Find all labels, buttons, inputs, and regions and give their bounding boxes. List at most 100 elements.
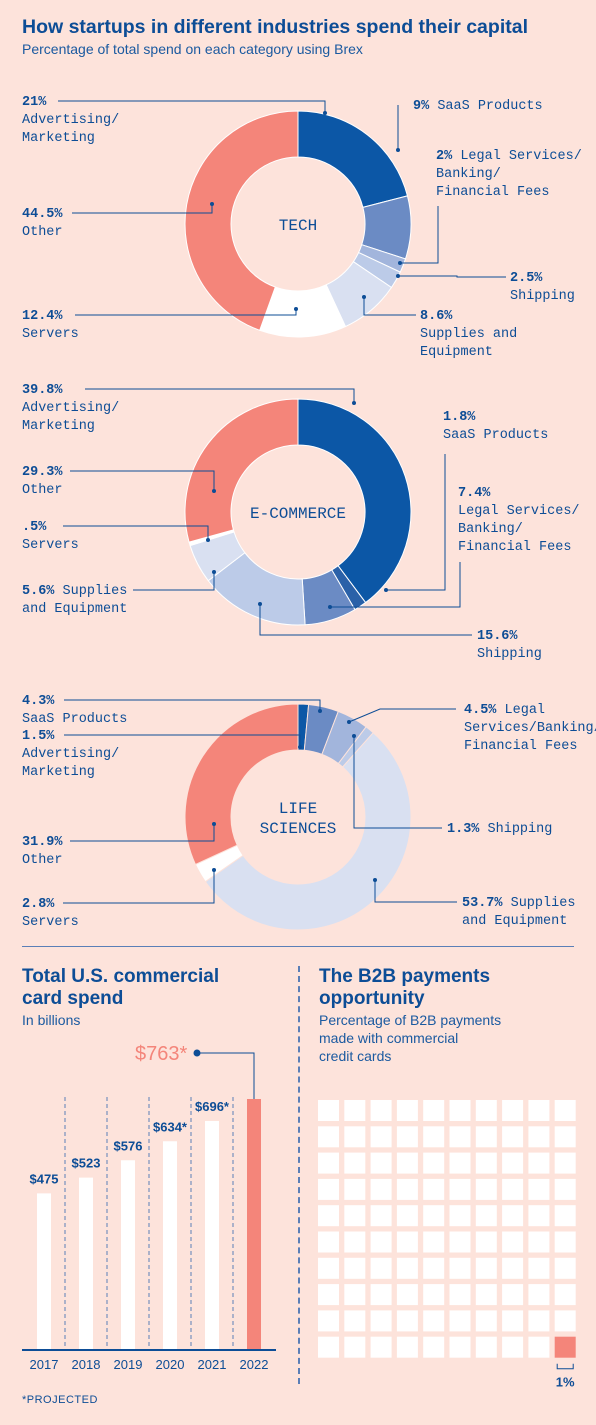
- slice-name: Marketing: [22, 765, 95, 780]
- slice-name: Legal Services/: [458, 504, 580, 519]
- page-title: How startups in different industries spe…: [22, 16, 528, 38]
- slice-other: [184, 703, 299, 866]
- waffle-cell: [396, 1257, 418, 1279]
- waffle-cell: [475, 1231, 497, 1253]
- slice-name: Legal Services/: [460, 149, 582, 164]
- slice-name: Shipping: [477, 647, 542, 662]
- highlighted-cell: [554, 1336, 576, 1358]
- slice-name: SaaS Products: [437, 99, 542, 114]
- slice-name: Shipping: [510, 289, 575, 304]
- slice-pct: 1.8%: [443, 410, 484, 425]
- slice-label: 2.8% Servers: [22, 897, 79, 930]
- slice-pct: 12.4%: [22, 309, 71, 324]
- slice-label: 8.6% Supplies and Equipment: [420, 309, 517, 360]
- slice-label: 39.8% Advertising/Marketing: [22, 383, 119, 434]
- waffle-cell: [396, 1126, 418, 1148]
- slice-name: Other: [22, 225, 63, 240]
- value-label: $634*: [153, 1119, 188, 1134]
- leader-line: [330, 562, 461, 608]
- waffle-cell: [502, 1284, 524, 1306]
- slice-label: 2.5% Shipping: [510, 271, 575, 304]
- waffle-cell: [344, 1178, 366, 1200]
- waffle-cell: [370, 1205, 392, 1227]
- slice-name: Servers: [22, 538, 79, 553]
- waffle-cell: [528, 1205, 550, 1227]
- waffle-cell: [528, 1284, 550, 1306]
- slice-name: Services/Banking/: [464, 721, 596, 736]
- slice-label: 1.5% Advertising/Marketing: [22, 729, 119, 780]
- leader-line: [58, 100, 326, 113]
- waffle-cell: [318, 1257, 339, 1279]
- waffle-cell: [528, 1336, 550, 1358]
- slice-name: Financial Fees: [464, 739, 577, 754]
- waffle-cell: [344, 1126, 366, 1148]
- waffle-cell: [396, 1178, 418, 1200]
- waffle-cell: [318, 1336, 339, 1358]
- waffle-cell: [475, 1310, 497, 1332]
- waffle-cell: [423, 1100, 445, 1121]
- card-spend-bar-chart: 2017 $475 2018 $523 2019 $576 2020 $634* 2021 $69…: [22, 1043, 276, 1372]
- waffle-cell: [449, 1336, 471, 1358]
- leader-line: [63, 525, 209, 540]
- slice-name: Other: [22, 853, 63, 868]
- section-divider: [22, 946, 574, 947]
- slice-pct: 2.5%: [510, 271, 551, 286]
- leader-line: [386, 454, 446, 591]
- highlight-bracket: [556, 1363, 574, 1370]
- leader-dot: [212, 570, 216, 574]
- waffle-cell: [475, 1178, 497, 1200]
- waffle-cell: [370, 1310, 392, 1332]
- value-label: $763*: [135, 1043, 187, 1065]
- waffle-cell: [475, 1126, 497, 1148]
- slice-supplies-and-equipment: [204, 732, 412, 931]
- waffle-cell: [318, 1310, 339, 1332]
- donut-charts: TECH 21% Advertising/Marketing 9% SaaS Pro…: [22, 95, 596, 931]
- waffle-cell: [449, 1231, 471, 1253]
- projected-footnote: *PROJECTED: [22, 1394, 98, 1406]
- waffle-cell: [449, 1310, 471, 1332]
- leader-line: [85, 388, 355, 403]
- waffle-cell: [502, 1126, 524, 1148]
- slice-pct: 1.3%: [447, 822, 488, 837]
- leader-dot: [212, 868, 216, 872]
- slice-name: Marketing: [22, 419, 95, 434]
- value-label: $576: [114, 1138, 143, 1153]
- slice-other: [184, 110, 299, 331]
- bar-2018: [79, 1177, 93, 1349]
- slice-name: Other: [22, 483, 63, 498]
- b2b-subtitle: Percentage of B2B payments made with com…: [319, 1012, 502, 1064]
- tick-label: 2022: [240, 1357, 269, 1372]
- waffle-cell: [502, 1205, 524, 1227]
- waffle-cell: [318, 1126, 339, 1148]
- waffle-cell: [554, 1126, 576, 1148]
- waffle-cell: [423, 1231, 445, 1253]
- waffle-cell: [344, 1205, 366, 1227]
- waffle-cell: [344, 1100, 366, 1121]
- waffle-cell: [475, 1152, 497, 1174]
- leader-dot: [347, 720, 351, 724]
- waffle-cell: [475, 1336, 497, 1358]
- slice-label: 4.3% SaaS Products: [22, 694, 127, 727]
- slice-pct: 2%: [436, 149, 460, 164]
- leader-line: [64, 699, 321, 711]
- leader-line: [63, 870, 215, 904]
- slice-name: Banking/: [458, 522, 523, 537]
- leader-dot: [210, 202, 214, 206]
- waffle-cell: [502, 1310, 524, 1332]
- waffle-cell: [554, 1257, 576, 1279]
- waffle-cell: [370, 1284, 392, 1306]
- waffle-cell: [344, 1284, 366, 1306]
- slice-name: SaaS Products: [22, 712, 127, 727]
- leader-dot: [298, 745, 302, 749]
- slice-label: 5.6% Supplies and Equipment: [22, 584, 127, 617]
- leader-dot: [212, 489, 216, 493]
- waffle-cell: [528, 1310, 550, 1332]
- leader-line: [398, 275, 506, 278]
- waffle-cell: [396, 1336, 418, 1358]
- waffle-cell: [318, 1284, 339, 1306]
- slice-label: 2% Legal Services/Banking/Financial Fees: [436, 149, 582, 200]
- donut-e-commerce: E-COMMERCE 39.8% Advertising/Marketing 1.8…: [22, 383, 580, 662]
- tick-label: 2021: [198, 1357, 227, 1372]
- slice-name: Legal: [505, 703, 546, 718]
- bar-2019: [121, 1160, 135, 1349]
